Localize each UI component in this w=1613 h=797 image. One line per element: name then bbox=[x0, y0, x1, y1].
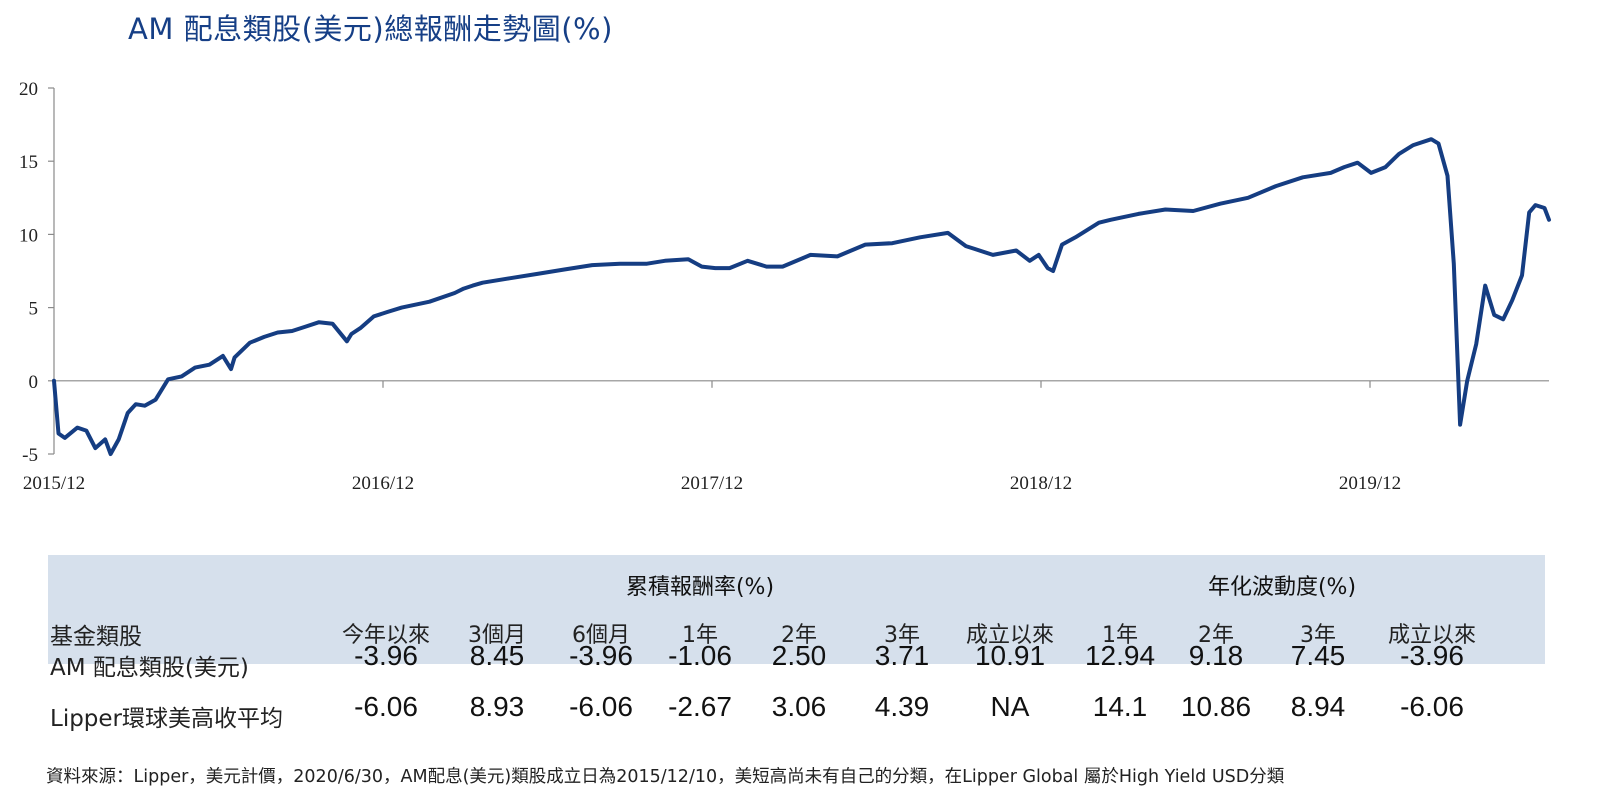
table-cell: 12.94 bbox=[1084, 640, 1156, 671]
y-tick-label: 0 bbox=[29, 372, 39, 393]
table-cell: 3.71 bbox=[874, 640, 930, 671]
row-label-am-class: AM 配息類股(美元) bbox=[50, 655, 249, 681]
column-header-ytd: 今年以來 bbox=[341, 623, 431, 648]
page-title: AM 配息類股(美元)總報酬走勢圖(%) bbox=[128, 12, 613, 46]
table-cell: 3.06 bbox=[771, 691, 827, 722]
y-tick-label: 20 bbox=[19, 79, 38, 100]
y-tick-label: -5 bbox=[22, 445, 38, 466]
table-cell: 4.39 bbox=[874, 691, 930, 722]
table-cell: -6.06 bbox=[1400, 691, 1464, 722]
table-cell: 14.1 bbox=[1092, 691, 1148, 722]
group-header-cumulative: 累積報酬率(%) bbox=[625, 575, 775, 600]
table-cell: -3.96 bbox=[354, 640, 418, 671]
table-cell: 9.18 bbox=[1188, 640, 1244, 671]
column-header-vol-1y: 1年 bbox=[1102, 623, 1138, 648]
x-tick-label: 2018/12 bbox=[1010, 473, 1072, 494]
y-tick-label: 10 bbox=[19, 225, 38, 246]
x-tick-label: 2016/12 bbox=[352, 473, 414, 494]
column-header-2y: 2年 bbox=[781, 623, 817, 648]
table-cell: 8.93 bbox=[469, 691, 525, 722]
column-header-3y: 3年 bbox=[884, 623, 920, 648]
y-axis-ticks: 20 15 10 5 0 -5 bbox=[19, 79, 54, 466]
y-tick-label: 5 bbox=[29, 299, 39, 320]
table-cell: 8.94 bbox=[1290, 691, 1346, 722]
column-header-vol-since-inception: 成立以來 bbox=[1387, 623, 1477, 648]
y-tick-label: 15 bbox=[19, 152, 38, 173]
table-cell: -3.96 bbox=[1400, 640, 1464, 671]
table-cell: -3.96 bbox=[569, 640, 633, 671]
table-cell: -6.06 bbox=[354, 691, 418, 722]
table-cell: NA bbox=[990, 691, 1030, 722]
table-cell: 10.86 bbox=[1180, 691, 1252, 722]
table-cell: 7.45 bbox=[1290, 640, 1346, 671]
table-cell: 2.50 bbox=[771, 640, 827, 671]
x-tick-label: 2015/12 bbox=[23, 473, 85, 494]
table-cell: 10.91 bbox=[974, 640, 1046, 671]
group-header-volatility: 年化波動度(%) bbox=[1207, 575, 1357, 600]
column-header-fund-class: 基金類股 bbox=[50, 624, 142, 650]
x-tick-label: 2017/12 bbox=[681, 473, 743, 494]
x-tick-label: 2019/12 bbox=[1339, 473, 1401, 494]
series-line bbox=[52, 137, 1551, 456]
column-header-vol-2y: 2年 bbox=[1198, 623, 1234, 648]
column-header-since-inception: 成立以來 bbox=[965, 623, 1055, 648]
table-cell: -2.67 bbox=[668, 691, 732, 722]
table-cell: 8.45 bbox=[469, 640, 525, 671]
column-header-1y: 1年 bbox=[682, 623, 718, 648]
table-cell: -1.06 bbox=[668, 640, 732, 671]
column-header-6m: 6個月 bbox=[572, 623, 630, 648]
row-label-lipper-average: Lipper環球美高收平均 bbox=[50, 706, 284, 732]
x-axis-ticks: 2015/12 2016/12 2017/12 2018/12 2019/12 bbox=[23, 380, 1401, 494]
table-header-band bbox=[48, 555, 1545, 664]
column-header-vol-3y: 3年 bbox=[1300, 623, 1336, 648]
column-header-3m: 3個月 bbox=[468, 623, 526, 648]
table-cell: -6.06 bbox=[569, 691, 633, 722]
source-note: 資料來源：Lipper，美元計價，2020/6/30，AM配息(美元)類股成立日… bbox=[46, 767, 1285, 787]
